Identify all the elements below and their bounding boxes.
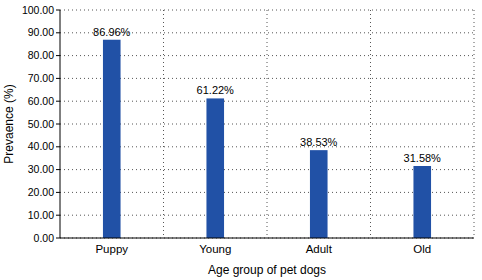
x-tick-label: Adult xyxy=(306,243,333,255)
y-tick xyxy=(56,55,60,56)
y-tick-label: 0.00 xyxy=(34,232,55,244)
grid-line-vertical xyxy=(370,10,371,238)
y-tick-label: 10.00 xyxy=(28,209,54,221)
bar xyxy=(103,40,121,238)
bar xyxy=(310,150,328,238)
y-tick xyxy=(56,32,60,33)
y-tick xyxy=(56,10,60,11)
x-axis-title: Age group of pet dogs xyxy=(208,263,326,277)
y-tick-label: 100.00 xyxy=(22,4,54,16)
x-tick-label: Young xyxy=(199,243,231,255)
y-tick-label: 90.00 xyxy=(28,26,54,38)
y-tick xyxy=(56,238,60,239)
grid-line xyxy=(60,192,474,193)
y-tick xyxy=(56,169,60,170)
data-label: 86.96% xyxy=(93,26,131,38)
bars xyxy=(103,40,431,238)
x-axis xyxy=(60,238,474,239)
y-tick-label: 50.00 xyxy=(28,118,54,130)
x-tick-label: Old xyxy=(413,243,431,255)
y-axis xyxy=(60,10,61,238)
grid-line xyxy=(60,169,474,170)
grid-line xyxy=(60,238,474,239)
x-tick-label: Puppy xyxy=(95,243,128,255)
y-tick-label: 40.00 xyxy=(28,140,54,152)
chart: 0.00 10.00 20.00 30.00 40.00 50.00 60.00 70.00 8… xyxy=(0,0,482,280)
y-tick xyxy=(56,192,60,193)
y-tick-label: 30.00 xyxy=(28,163,54,175)
grid-line-vertical xyxy=(267,10,268,238)
y-tick-label: 60.00 xyxy=(28,95,54,107)
grid-line xyxy=(60,55,474,56)
y-tick xyxy=(56,78,60,79)
y-tick xyxy=(56,124,60,125)
y-tick-label: 80.00 xyxy=(28,49,54,61)
grid-line xyxy=(60,101,474,102)
data-label: 31.58% xyxy=(404,152,442,164)
grid-line-vertical xyxy=(474,10,475,238)
data-label: 38.53% xyxy=(300,136,338,148)
y-axis-title: Prevaence (%) xyxy=(2,84,16,163)
y-tick-label: 20.00 xyxy=(28,186,54,198)
bar xyxy=(206,98,224,238)
y-tick xyxy=(56,146,60,147)
y-tick-label: 70.00 xyxy=(28,72,54,84)
grid-line xyxy=(60,124,474,125)
grid-line-vertical xyxy=(163,10,164,238)
bar xyxy=(413,166,431,238)
data-label: 61.22% xyxy=(197,84,235,96)
y-tick xyxy=(56,215,60,216)
y-tick xyxy=(56,101,60,102)
